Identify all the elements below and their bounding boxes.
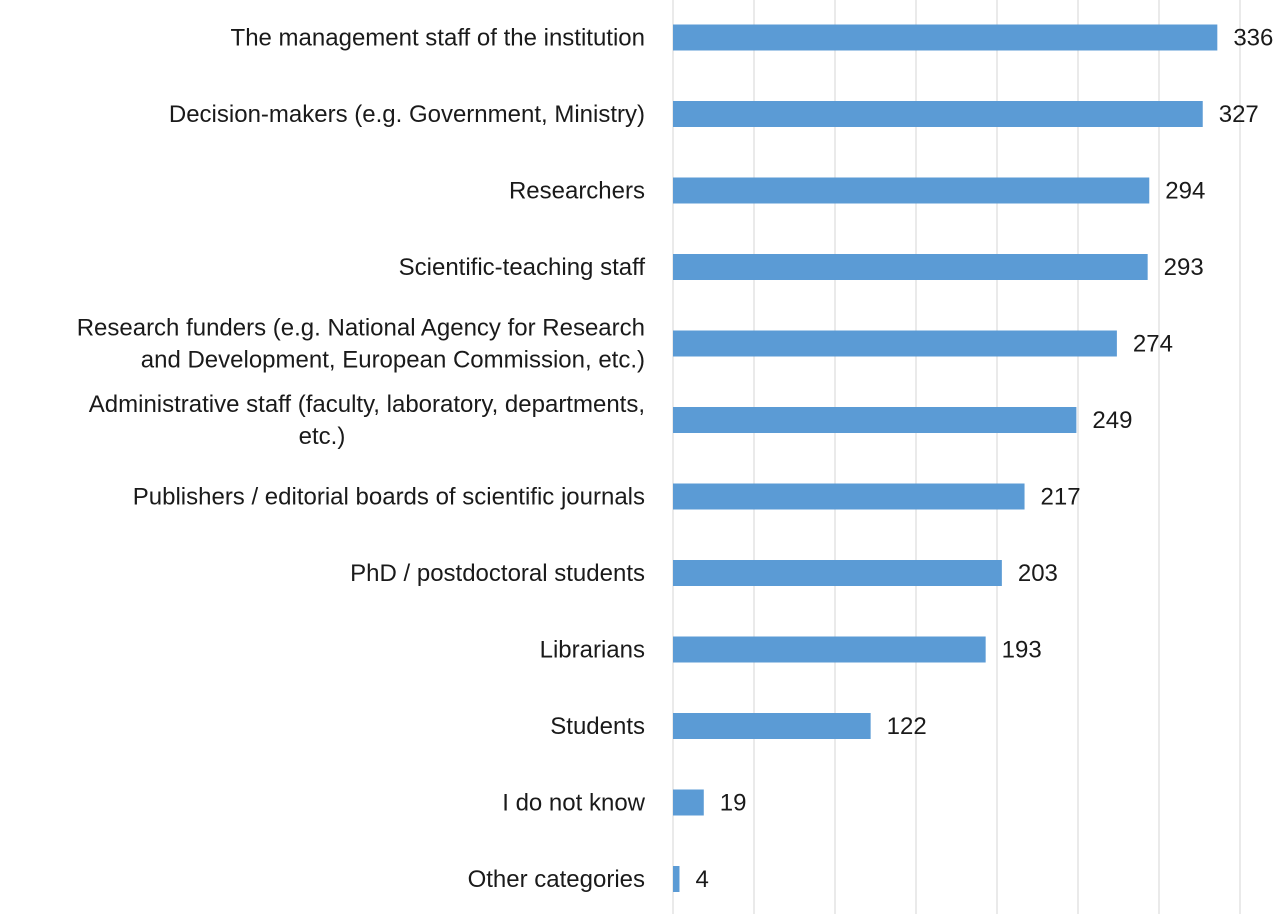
- category-label-line: Decision-makers (e.g. Government, Minist…: [169, 101, 645, 128]
- category-label-2: Researchers: [509, 178, 645, 205]
- category-label-line: etc.): [299, 423, 346, 450]
- data-label-1: 327: [1219, 101, 1259, 128]
- bar-3: [673, 254, 1148, 280]
- category-label-line: Librarians: [540, 637, 645, 664]
- category-label-line: Scientific-teaching staff: [399, 254, 646, 281]
- data-label-2: 294: [1165, 178, 1205, 205]
- data-label-4: 274: [1133, 331, 1173, 358]
- data-label-9: 122: [887, 713, 927, 740]
- bar-5: [673, 407, 1077, 433]
- category-label-line: Researchers: [509, 178, 645, 205]
- category-label-6: Publishers / editorial boards of scienti…: [133, 484, 645, 511]
- category-labels: The management staff of the institution D…: [77, 25, 646, 894]
- category-label-7: PhD / postdoctoral students: [350, 560, 645, 587]
- bar-10: [673, 789, 704, 816]
- category-label-line: I do not know: [502, 790, 645, 817]
- category-label-0: The management staff of the institution: [231, 25, 645, 52]
- bars: [673, 24, 1218, 892]
- bar-4: [673, 330, 1117, 357]
- category-label-line: Research funders (e.g. National Agency f…: [77, 315, 645, 342]
- category-label-11: Other categories: [468, 866, 645, 893]
- category-label-line: and Development, European Commission, et…: [141, 347, 645, 374]
- category-label-line: The management staff of the institution: [231, 25, 645, 52]
- category-label-line: Students: [550, 713, 645, 740]
- category-label-5: Administrative staff (faculty, laborator…: [89, 391, 645, 450]
- category-label-line: Other categories: [468, 866, 645, 893]
- category-label-line: PhD / postdoctoral students: [350, 560, 645, 587]
- bar-7: [673, 560, 1002, 586]
- data-label-6: 217: [1041, 484, 1081, 511]
- category-label-8: Librarians: [540, 637, 645, 664]
- bar-8: [673, 636, 986, 663]
- category-label-line: Administrative staff (faculty, laborator…: [89, 391, 645, 418]
- data-label-10: 19: [720, 790, 747, 817]
- bar-6: [673, 483, 1025, 510]
- bar-11: [673, 866, 680, 892]
- category-label-4: Research funders (e.g. National Agency f…: [77, 315, 645, 374]
- gridlines: [672, 0, 1241, 914]
- category-label-9: Students: [550, 713, 645, 740]
- bar-9: [673, 713, 871, 739]
- category-label-1: Decision-makers (e.g. Government, Minist…: [169, 101, 645, 128]
- data-label-7: 203: [1018, 560, 1058, 587]
- bar-0: [673, 24, 1218, 51]
- data-label-3: 293: [1164, 254, 1204, 281]
- data-label-8: 193: [1002, 637, 1042, 664]
- data-labels: 336 327 294 293 274 249 217 203 193 122 19 4: [695, 25, 1273, 894]
- bar-1: [673, 101, 1203, 127]
- data-label-0: 336: [1233, 25, 1273, 52]
- data-label-5: 249: [1092, 407, 1132, 434]
- bar-2: [673, 177, 1150, 204]
- category-label-3: Scientific-teaching staff: [399, 254, 646, 281]
- data-label-11: 4: [695, 866, 708, 893]
- category-label-line: Publishers / editorial boards of scienti…: [133, 484, 645, 511]
- category-label-10: I do not know: [502, 790, 645, 817]
